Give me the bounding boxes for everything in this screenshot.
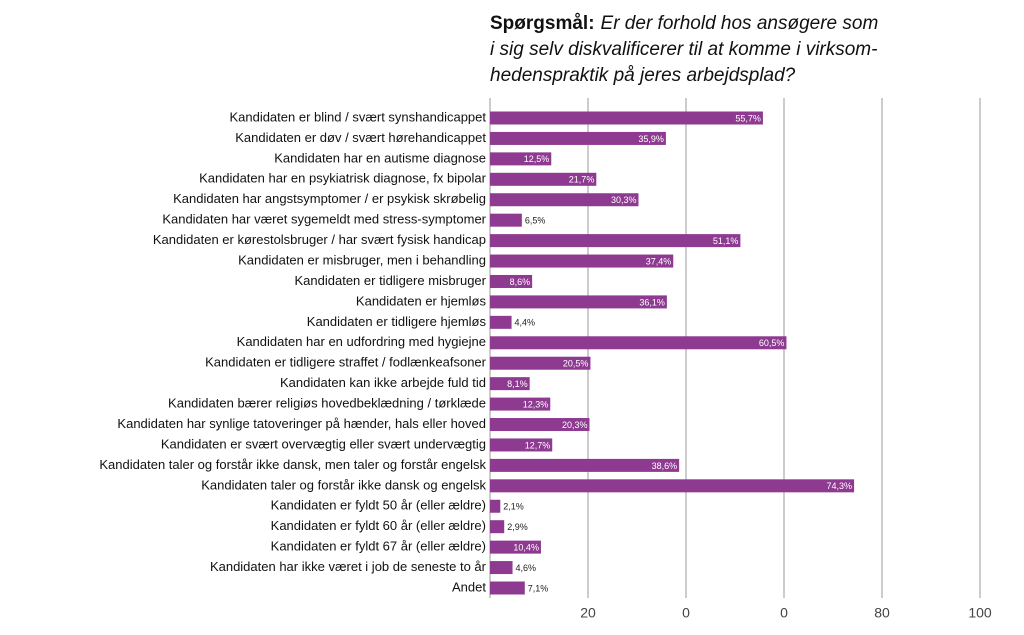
category-label: Kandidaten har ikke været i job de senes… <box>210 559 487 574</box>
category-label: Kandidaten bærer religiøs hovedbeklædnin… <box>168 396 486 411</box>
bar <box>490 397 551 411</box>
title-line: i sig selv diskvalificerer til at komme … <box>490 39 877 60</box>
category-label: Kandidaten har synlige tatoveringer på h… <box>117 416 486 431</box>
value-label: 20,3% <box>562 420 588 430</box>
bar <box>490 152 552 166</box>
category-label: Kandidaten har angstsymptomer / er psyki… <box>173 191 486 206</box>
category-label: Kandidaten er døv / svært hørehandicappe… <box>235 130 486 145</box>
value-label: 35,9% <box>638 134 664 144</box>
value-label: 38,6% <box>652 461 678 471</box>
x-tick-label: 100 <box>968 605 992 621</box>
bar <box>490 458 680 472</box>
bar <box>490 581 525 595</box>
bar <box>490 254 674 268</box>
value-label: 8,1% <box>507 379 528 389</box>
chart-title: Spørgsmål: Er der forhold hos ansøgere so… <box>490 13 878 34</box>
value-label: 12,5% <box>524 154 550 164</box>
value-label: 20,5% <box>563 359 589 369</box>
title-label: Spørgsmål: <box>490 13 595 34</box>
category-label: Kandidaten er fyldt 50 år (eller ældre) <box>271 498 486 513</box>
category-label: Kandidaten er tidligere hjemløs <box>307 314 487 329</box>
bar <box>490 315 512 329</box>
title-line: hedenspraktik på jeres arbejdsplad? <box>490 65 796 86</box>
bar <box>490 213 522 227</box>
category-label: Kandidaten er kørestolsbruger / har svær… <box>153 232 486 247</box>
x-tick-label: 0 <box>780 605 788 621</box>
category-label: Kandidaten har en psykiatrisk diagnose, … <box>199 171 487 186</box>
value-label: 60,5% <box>759 338 785 348</box>
bar <box>490 499 501 513</box>
category-label: Kandidaten er fyldt 67 år (eller ældre) <box>271 539 486 554</box>
value-label: 12,7% <box>525 440 551 450</box>
title-line: Er der forhold hos ansøgere som <box>601 13 879 34</box>
category-label: Kandidaten taler og forstår ikke dansk, … <box>99 457 486 472</box>
bar <box>490 274 533 288</box>
category-label: Kandidaten er misbruger, men i behandlin… <box>238 252 486 267</box>
value-label: 12,3% <box>523 399 549 409</box>
category-label: Andet <box>452 579 486 594</box>
bar <box>490 234 741 248</box>
bar <box>490 540 541 554</box>
value-label: 10,4% <box>513 543 539 553</box>
category-label: Kandidaten kan ikke arbejde fuld tid <box>280 375 486 390</box>
value-label: 4,4% <box>515 318 536 328</box>
bar <box>490 193 639 207</box>
value-label: 55,7% <box>735 113 761 123</box>
value-label: 37,4% <box>646 256 672 266</box>
bar <box>490 418 590 432</box>
value-label: 7,1% <box>528 583 549 593</box>
value-label: 74,3% <box>827 481 853 491</box>
value-label: 21,7% <box>569 175 595 185</box>
category-label: Kandidaten er hjemløs <box>356 293 487 308</box>
value-label: 8,6% <box>510 277 531 287</box>
bar <box>490 131 666 145</box>
bar <box>490 561 513 575</box>
bar <box>490 336 787 350</box>
value-label: 6,5% <box>525 216 546 226</box>
bar <box>490 172 597 186</box>
category-label: Kandidaten er tidligere straffet / fodlæ… <box>205 355 487 370</box>
bar <box>490 438 553 452</box>
bar <box>490 295 667 309</box>
category-label: Kandidaten er tidligere misbruger <box>295 273 487 288</box>
value-label: 4,6% <box>516 563 537 573</box>
value-label: 36,1% <box>639 297 665 307</box>
bar <box>490 377 530 391</box>
bar <box>490 479 855 493</box>
value-label: 2,9% <box>507 522 528 532</box>
value-label: 51,1% <box>713 236 739 246</box>
category-label: Kandidaten er fyldt 60 år (eller ældre) <box>271 518 486 533</box>
value-label: 2,1% <box>503 502 524 512</box>
category-label: Kandidaten er svært overvægtig eller svæ… <box>161 436 486 451</box>
x-tick-label: 80 <box>874 605 890 621</box>
x-tick-label: 20 <box>580 605 596 621</box>
category-label: Kandidaten taler og forstår ikke dansk o… <box>201 477 486 492</box>
bar <box>490 356 591 370</box>
bar <box>490 520 505 534</box>
category-label: Kandidaten har været sygemeldt med stres… <box>162 212 486 227</box>
category-label: Kandidaten har en autisme diagnose <box>274 150 486 165</box>
category-label: Kandidaten er blind / svært synshandicap… <box>229 109 486 124</box>
value-label: 30,3% <box>611 195 637 205</box>
x-tick-label: 0 <box>682 605 690 621</box>
bar <box>490 111 763 125</box>
category-label: Kandidaten har en udfordring med hygiejn… <box>237 334 486 349</box>
